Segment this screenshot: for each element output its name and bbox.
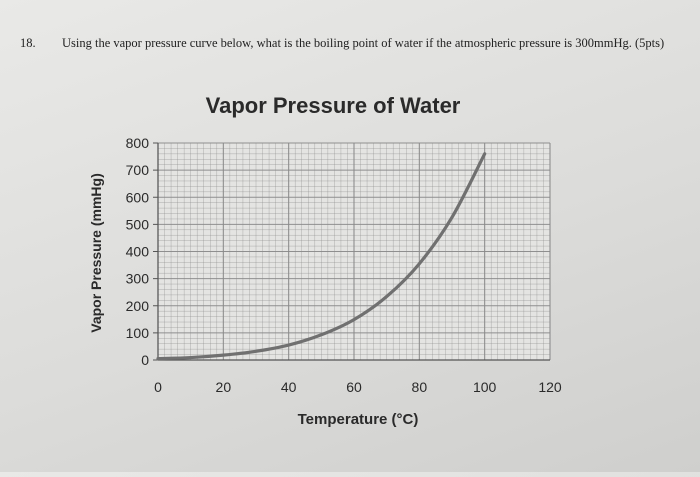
y-tick-label: 0 (141, 352, 149, 368)
y-tick-label: 400 (126, 244, 150, 260)
y-tick-label: 300 (126, 271, 150, 287)
x-tick-label: 0 (154, 379, 162, 395)
x-axis-label: Temperature (°C) (298, 411, 419, 428)
x-tick-label: 120 (538, 379, 562, 395)
y-tick-label: 500 (126, 216, 150, 232)
y-tick-label: 100 (126, 325, 150, 341)
tick-labels: 0 100 200 300 400 500 600 700 800 0 20 40 60 80 100 120 (126, 135, 562, 395)
chart-title: Vapor Pressure of Water (206, 93, 461, 118)
grid (157, 142, 551, 361)
y-tick-label: 200 (126, 298, 150, 314)
y-tick-label: 700 (126, 162, 150, 178)
question-number: 18. (20, 36, 36, 50)
x-tick-label: 60 (346, 379, 362, 395)
question-text: Using the vapor pressure curve below, wh… (62, 36, 665, 50)
vapor-pressure-curve (156, 152, 487, 361)
x-tick-label: 40 (281, 379, 297, 395)
x-tick-label: 100 (473, 379, 497, 395)
y-tick-label: 600 (126, 189, 150, 205)
y-tick-label: 800 (126, 135, 150, 151)
x-tick-label: 20 (216, 379, 232, 395)
series-layer (156, 152, 487, 361)
y-axis-label: Vapor Pressure (mmHg) (88, 173, 104, 333)
x-tick-label: 80 (412, 379, 428, 395)
